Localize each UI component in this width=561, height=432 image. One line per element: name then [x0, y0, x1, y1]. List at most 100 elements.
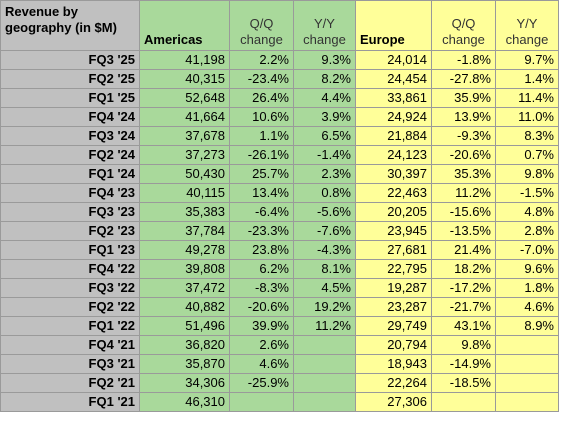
americas-yy-cell: 0.8%	[293, 183, 356, 203]
europe-qq-cell: 11.2%	[431, 183, 496, 203]
americas-revenue-cell: 50,430	[139, 164, 230, 184]
americas-qq-cell: 6.2%	[229, 259, 294, 279]
table-row: FQ4 '21 36,820 2.6% 20,794 9.8%	[0, 335, 559, 355]
americas-revenue-cell: 37,784	[139, 221, 230, 241]
americas-yy-cell: -4.3%	[293, 240, 356, 260]
europe-qq-cell: -1.8%	[431, 50, 496, 70]
americas-yy-cell: 11.2%	[293, 316, 356, 336]
europe-yy-header: Y/Y change	[495, 0, 559, 51]
table-row: FQ2 '21 34,306 -25.9% 22,264 -18.5%	[0, 373, 559, 393]
americas-yy-cell: -1.4%	[293, 145, 356, 165]
europe-revenue-cell: 22,463	[355, 183, 432, 203]
quarter-cell: FQ1 '25	[0, 88, 140, 108]
europe-qq-header: Q/Q change	[431, 0, 496, 51]
americas-qq-cell: 39.9%	[229, 316, 294, 336]
americas-qq-cell: 10.6%	[229, 107, 294, 127]
europe-qq-cell: -21.7%	[431, 297, 496, 317]
quarter-cell: FQ2 '23	[0, 221, 140, 241]
quarter-cell: FQ2 '22	[0, 297, 140, 317]
americas-yy-cell	[293, 335, 356, 355]
americas-revenue-cell: 51,496	[139, 316, 230, 336]
quarter-cell: FQ4 '22	[0, 259, 140, 279]
americas-qq-line2: change	[240, 32, 283, 47]
europe-revenue-cell: 23,287	[355, 297, 432, 317]
europe-qq-cell: -13.5%	[431, 221, 496, 241]
americas-revenue-cell: 37,273	[139, 145, 230, 165]
europe-revenue-cell: 24,123	[355, 145, 432, 165]
table-row: FQ2 '23 37,784 -23.3% -7.6% 23,945 -13.5% 2.8%	[0, 221, 559, 241]
americas-yy-cell: -5.6%	[293, 202, 356, 222]
europe-qq-cell: -27.8%	[431, 69, 496, 89]
americas-yy-cell: 4.5%	[293, 278, 356, 298]
table-row: FQ2 '24 37,273 -26.1% -1.4% 24,123 -20.6% 0.7%	[0, 145, 559, 165]
quarter-cell: FQ3 '21	[0, 354, 140, 374]
americas-yy-header: Y/Y change	[293, 0, 356, 51]
americas-header: Americas	[139, 0, 230, 51]
table-row: FQ3 '25 41,198 2.2% 9.3% 24,014 -1.8% 9.7%	[0, 50, 559, 70]
header-label-cell: Revenue by geography (in $M)	[0, 0, 140, 51]
americas-revenue-cell: 40,115	[139, 183, 230, 203]
europe-yy-cell	[495, 392, 559, 412]
americas-revenue-cell: 37,472	[139, 278, 230, 298]
europe-yy-cell: 1.4%	[495, 69, 559, 89]
europe-revenue-cell: 24,454	[355, 69, 432, 89]
header-row: Revenue by geography (in $M) Americas Q/…	[0, 0, 559, 51]
americas-qq-cell: 13.4%	[229, 183, 294, 203]
quarter-cell: FQ4 '21	[0, 335, 140, 355]
europe-qq-cell: 35.9%	[431, 88, 496, 108]
table-row: FQ3 '24 37,678 1.1% 6.5% 21,884 -9.3% 8.3%	[0, 126, 559, 146]
americas-revenue-cell: 40,882	[139, 297, 230, 317]
americas-qq-cell: 2.2%	[229, 50, 294, 70]
americas-qq-cell: -8.3%	[229, 278, 294, 298]
europe-qq-cell: 21.4%	[431, 240, 496, 260]
europe-revenue-cell: 24,014	[355, 50, 432, 70]
quarter-cell: FQ1 '21	[0, 392, 140, 412]
europe-qq-cell: 9.8%	[431, 335, 496, 355]
europe-yy-cell: 8.9%	[495, 316, 559, 336]
americas-yy-line2: change	[303, 32, 346, 47]
europe-qq-cell: -18.5%	[431, 373, 496, 393]
quarter-cell: FQ3 '24	[0, 126, 140, 146]
europe-revenue-cell: 33,861	[355, 88, 432, 108]
americas-yy-cell: 19.2%	[293, 297, 356, 317]
europe-qq-cell: -17.2%	[431, 278, 496, 298]
europe-yy-cell: -7.0%	[495, 240, 559, 260]
europe-revenue-cell: 21,884	[355, 126, 432, 146]
europe-yy-cell: 9.8%	[495, 164, 559, 184]
table-row: FQ1 '21 46,310 27,306	[0, 392, 559, 412]
quarter-cell: FQ1 '24	[0, 164, 140, 184]
europe-yy-cell: 11.4%	[495, 88, 559, 108]
europe-revenue-cell: 27,681	[355, 240, 432, 260]
table-row: FQ1 '22 51,496 39.9% 11.2% 29,749 43.1% 8.9%	[0, 316, 559, 336]
americas-yy-cell: 3.9%	[293, 107, 356, 127]
americas-qq-cell: -23.4%	[229, 69, 294, 89]
europe-qq-cell: 13.9%	[431, 107, 496, 127]
americas-yy-line1: Y/Y	[314, 16, 335, 31]
americas-qq-cell: -26.1%	[229, 145, 294, 165]
europe-yy-cell: 1.8%	[495, 278, 559, 298]
americas-qq-cell: 2.6%	[229, 335, 294, 355]
americas-yy-cell: 4.4%	[293, 88, 356, 108]
americas-yy-cell	[293, 373, 356, 393]
americas-revenue-cell: 37,678	[139, 126, 230, 146]
europe-yy-cell: -1.5%	[495, 183, 559, 203]
americas-yy-cell: 8.1%	[293, 259, 356, 279]
quarter-cell: FQ2 '25	[0, 69, 140, 89]
quarter-cell: FQ1 '23	[0, 240, 140, 260]
europe-header: Europe	[355, 0, 432, 51]
europe-yy-cell	[495, 354, 559, 374]
americas-revenue-cell: 40,315	[139, 69, 230, 89]
europe-qq-line2: change	[442, 32, 485, 47]
table-row: FQ2 '25 40,315 -23.4% 8.2% 24,454 -27.8% 1.4%	[0, 69, 559, 89]
table-row: FQ4 '24 41,664 10.6% 3.9% 24,924 13.9% 11.0%	[0, 107, 559, 127]
europe-yy-cell	[495, 335, 559, 355]
table-row: FQ4 '22 39,808 6.2% 8.1% 22,795 18.2% 9.6%	[0, 259, 559, 279]
header-label-line2: geography (in $M)	[5, 20, 117, 35]
europe-qq-cell: -9.3%	[431, 126, 496, 146]
europe-revenue-cell: 19,287	[355, 278, 432, 298]
quarter-cell: FQ2 '24	[0, 145, 140, 165]
table-row: FQ1 '25 52,648 26.4% 4.4% 33,861 35.9% 11.4%	[0, 88, 559, 108]
americas-revenue-cell: 49,278	[139, 240, 230, 260]
americas-yy-cell: 6.5%	[293, 126, 356, 146]
header-label-line1: Revenue by	[5, 4, 78, 19]
